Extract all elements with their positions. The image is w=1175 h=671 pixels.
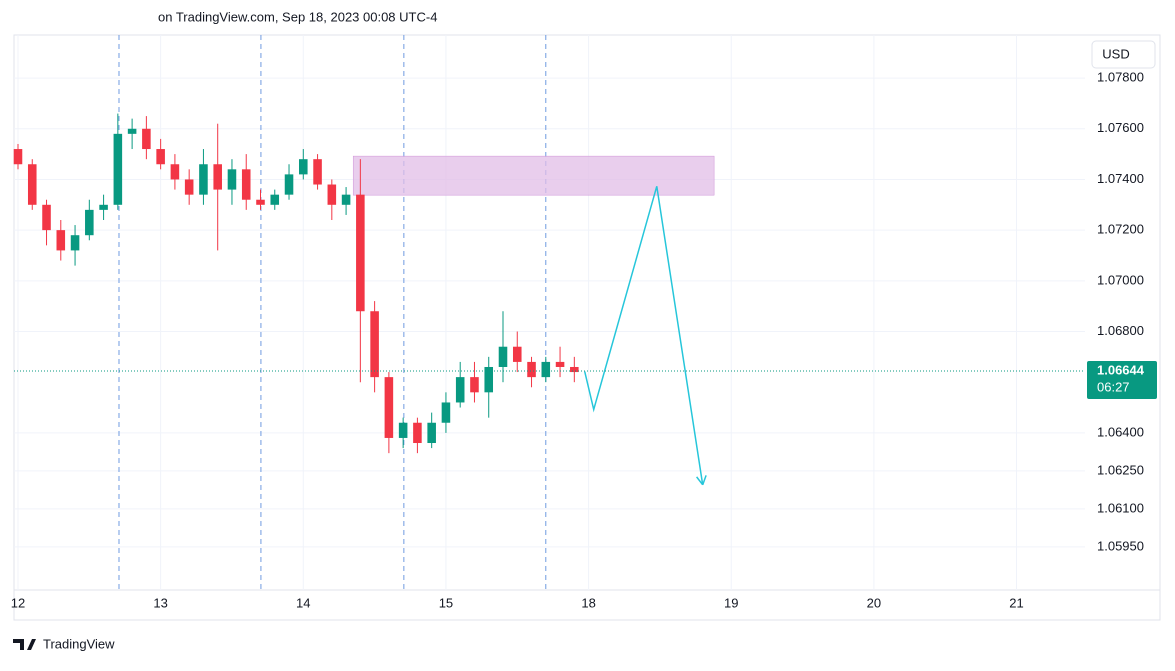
brand: TradingView xyxy=(43,636,115,651)
candle-body xyxy=(341,194,351,205)
y-tick-label: 1.06250 xyxy=(1097,462,1144,477)
zone xyxy=(352,155,715,196)
candle-body xyxy=(284,174,294,195)
last-price-box xyxy=(1087,361,1157,400)
candle-body xyxy=(498,346,508,367)
candle-body xyxy=(256,199,265,205)
candle-body xyxy=(398,422,408,438)
y-tick-label: 1.07200 xyxy=(1097,222,1144,237)
y-tick-label: 1.06800 xyxy=(1097,323,1144,338)
candle-body xyxy=(470,377,479,393)
last-price-label: 1.06644 xyxy=(1097,362,1145,377)
candle-body xyxy=(299,159,308,175)
candle-body xyxy=(427,422,436,444)
x-tick-label: 12 xyxy=(11,595,25,610)
candle-body xyxy=(356,194,365,312)
y-tick-label: 1.05950 xyxy=(1097,538,1144,553)
x-tick-label: 19 xyxy=(724,595,738,610)
candle-body xyxy=(512,346,522,362)
candle-body xyxy=(527,361,536,378)
candle-body xyxy=(213,164,222,190)
candle-body xyxy=(484,366,494,393)
candle-body xyxy=(142,128,151,150)
candle-body xyxy=(570,366,579,373)
x-tick-label: 18 xyxy=(581,595,595,610)
candle-body xyxy=(384,377,394,438)
candle-body xyxy=(199,164,208,195)
projection-path xyxy=(584,186,704,485)
candle-body xyxy=(455,377,465,403)
candle-body xyxy=(441,402,451,423)
candle-body xyxy=(313,159,322,185)
candle-body xyxy=(27,164,37,205)
candle-body xyxy=(70,235,80,251)
header: on TradingView.com, Sep 18, 2023 00:08 U… xyxy=(158,9,437,24)
candle-body xyxy=(184,179,194,195)
currency[interactable]: USD xyxy=(1102,46,1129,61)
candle-body xyxy=(241,169,251,200)
candle-body xyxy=(555,361,565,367)
candle-body xyxy=(541,361,551,378)
candle-body xyxy=(42,204,51,231)
x-tick-label: 21 xyxy=(1009,595,1023,610)
candle-body xyxy=(156,149,165,165)
y-tick-label: 1.07000 xyxy=(1097,272,1144,287)
arrow-head xyxy=(701,475,707,486)
y-tick-label: 1.07400 xyxy=(1097,171,1144,186)
brand-logo xyxy=(13,639,36,650)
candle-body xyxy=(13,149,23,165)
y-tick-label: 1.06100 xyxy=(1097,500,1144,515)
y-tick-label: 1.07600 xyxy=(1097,120,1144,135)
candle-body xyxy=(270,194,280,205)
y-tick-label: 1.06400 xyxy=(1097,424,1144,439)
candle-body xyxy=(227,169,237,190)
candle-body xyxy=(327,184,337,205)
candle-body xyxy=(85,209,94,236)
candle-body xyxy=(56,230,66,251)
currency-button[interactable] xyxy=(1091,40,1156,69)
y-tick-label: 1.07800 xyxy=(1097,70,1144,85)
chart-frame xyxy=(13,34,1161,621)
x-tick-label: 15 xyxy=(439,595,453,610)
arrow-head xyxy=(696,476,704,486)
candle-body xyxy=(170,164,180,180)
candle-body xyxy=(413,422,422,444)
candle-body xyxy=(113,133,123,205)
candle-body xyxy=(370,311,379,378)
candle-body xyxy=(127,128,137,134)
x-tick-label: 13 xyxy=(153,595,167,610)
x-tick-label: 14 xyxy=(296,595,310,610)
x-tick-label: 20 xyxy=(867,595,881,610)
countdown: 06:27 xyxy=(1097,379,1130,394)
candle-body xyxy=(99,204,108,210)
